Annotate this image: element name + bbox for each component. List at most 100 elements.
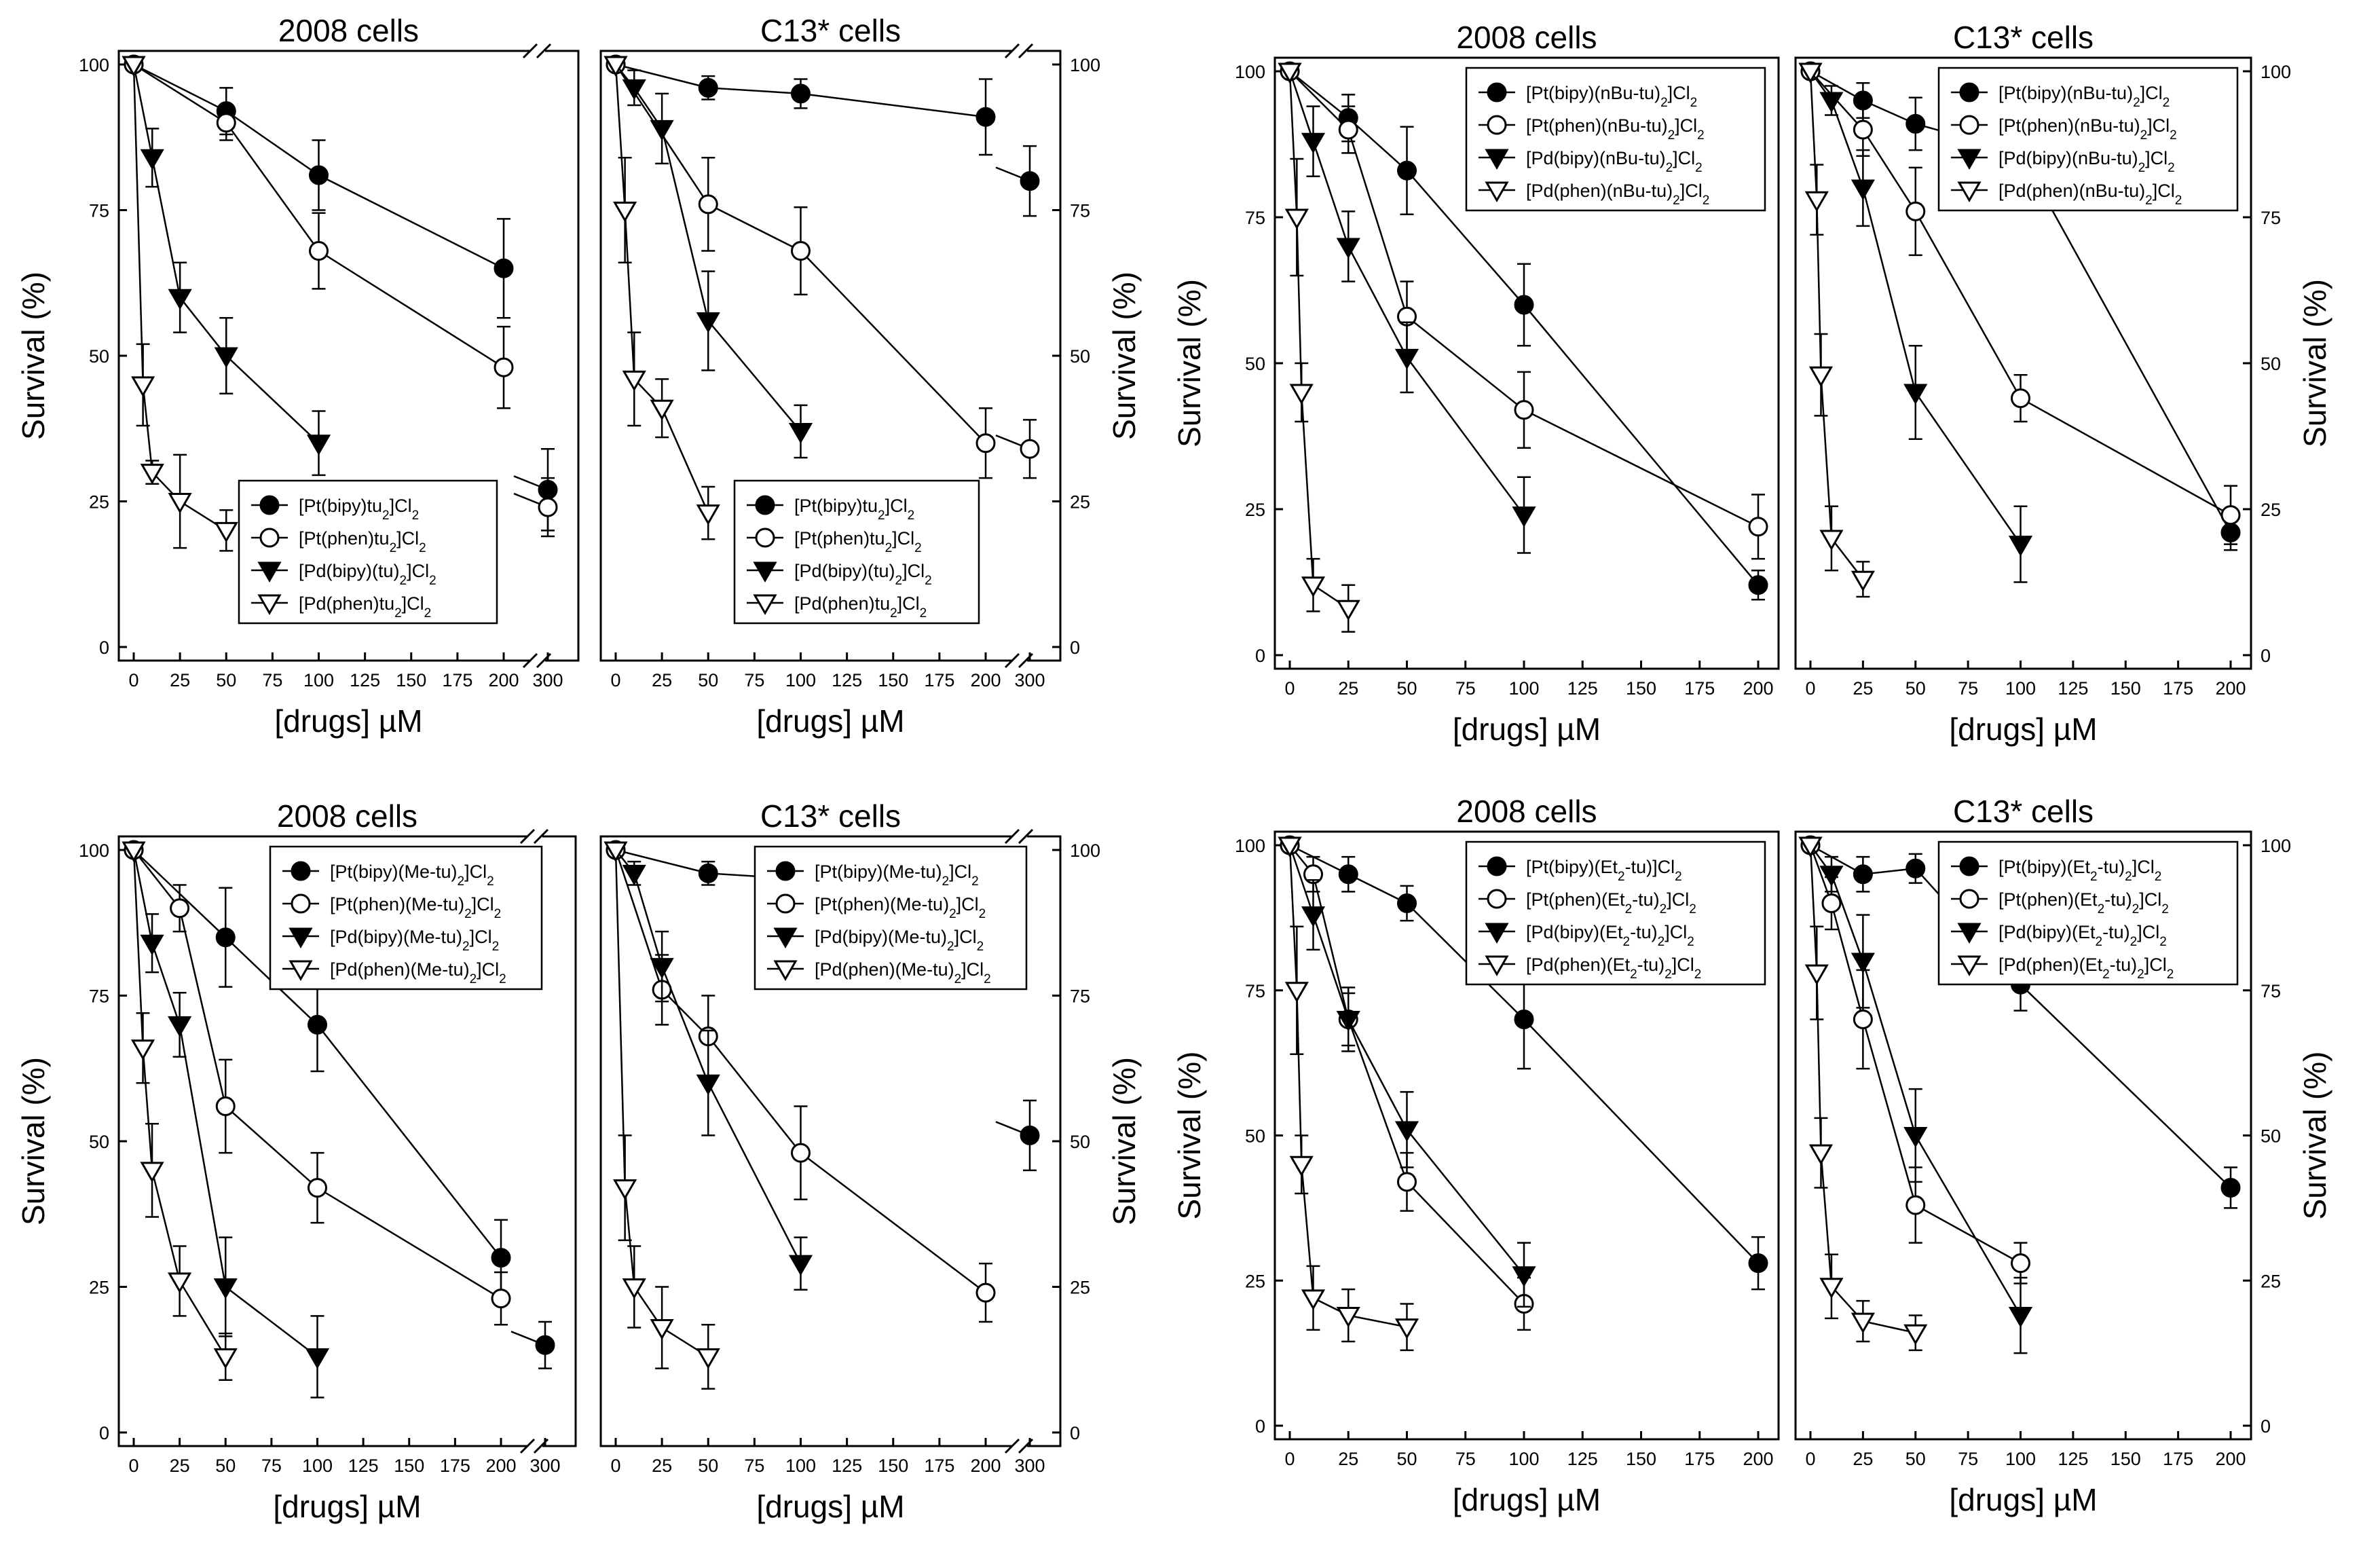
legend-subscript: 2 <box>400 574 407 588</box>
legend-subscript: 2 <box>1618 870 1625 884</box>
legend: [Pt(bipy)(nBu-tu)2]Cl2[Pt(phen)(nBu-tu)2… <box>1465 67 1766 212</box>
data-point <box>1905 113 1926 134</box>
legend-subscript: 2 <box>1630 967 1637 982</box>
axis-break-gap <box>527 834 542 839</box>
panel-title: 2008 cells <box>1456 794 1597 829</box>
data-point <box>1301 906 1326 927</box>
legend-text: [Pt(phen)(Et <box>1526 889 1625 910</box>
legend-marker <box>1959 889 1979 909</box>
legend-text: ]Cl <box>1672 955 1694 975</box>
data-point <box>1338 119 1358 140</box>
legend-marker <box>1957 923 1982 944</box>
y-tick-label: 100 <box>1235 62 1265 82</box>
axis-break-mark <box>1018 828 1034 845</box>
data-point <box>622 79 646 100</box>
data-point <box>140 149 164 170</box>
legend-text: [Pd(phen)tu <box>794 593 890 614</box>
legend-box <box>1465 840 1766 986</box>
axis-break-gap <box>527 1443 542 1449</box>
x-tick-label: 25 <box>1338 678 1358 699</box>
x-tick-label: 125 <box>348 1456 379 1476</box>
legend-text: [Pd(bipy)(tu) <box>794 561 895 581</box>
data-point <box>1821 893 1842 913</box>
data-point <box>306 434 331 456</box>
data-point <box>1336 599 1360 621</box>
panel-right: C13* cells 0 25 50 75 100 125 150 175 200 300 0 25 50… <box>599 798 1142 1524</box>
y-tick-label: 0 <box>99 637 109 658</box>
legend: [Pt(bipy)(Me-tu)2]Cl2[Pt(phen)(Me-tu)2]C… <box>754 845 1028 991</box>
panel-left: 2008 cells 0 25 50 75 100 125 150 175 200 0 25 50 75 1… <box>1172 794 1780 1517</box>
legend-text: ]Cl <box>470 927 492 947</box>
data-point <box>696 1348 720 1369</box>
x-tick-label: 200 <box>485 1456 516 1476</box>
legend-marker <box>289 927 313 949</box>
legend-subscript: 2 <box>942 874 950 889</box>
legend-marker <box>1485 955 1509 977</box>
legend-subscript: 2 <box>487 874 494 889</box>
panel-title: C13* cells <box>1953 794 2094 829</box>
legend-marker <box>775 893 796 914</box>
data-point <box>2008 536 2033 557</box>
legend-text: ]Cl <box>2132 857 2155 877</box>
legend-text: [Pd(phen)(Me-tu) <box>815 959 954 980</box>
data-point <box>603 56 628 77</box>
y-tick-label: 0 <box>2261 646 2271 666</box>
legend-marker <box>257 561 282 583</box>
legend-subscript: 2 <box>977 940 984 954</box>
panel-title: C13* cells <box>760 798 901 834</box>
x-tick-label: 100 <box>785 670 816 690</box>
axis-break-mark <box>1004 828 1020 845</box>
legend-subscript: 2 <box>920 606 927 621</box>
data-point <box>213 1278 238 1299</box>
legend-subscript: 2 <box>2098 902 2105 917</box>
data-point <box>1851 179 1875 201</box>
legend-label: [Pt(phen)(nBu-tu)2]Cl2 <box>1998 115 2177 143</box>
y-tick-label: 75 <box>2261 981 2281 1001</box>
legend-text: ]Cl <box>472 894 494 914</box>
y-axis-label: Survival (%) <box>1172 279 1207 447</box>
series-circle-filled <box>124 54 558 532</box>
data-point <box>213 1348 238 1369</box>
x-tick-label: 0 <box>128 1456 138 1476</box>
legend-text: ]Cl <box>1673 148 1695 168</box>
legend-subscript: 2 <box>1703 193 1710 208</box>
legend-label: [Pd(phen)tu2]Cl2 <box>794 593 927 621</box>
legend-subscript: 2 <box>925 574 932 588</box>
legend-subscript: 2 <box>1694 967 1702 982</box>
legend-label: [Pt(bipy)(Me-tu)2]Cl2 <box>330 862 494 889</box>
legend-subscript: 2 <box>1689 902 1696 917</box>
panel-title: C13* cells <box>1953 20 2094 55</box>
data-point <box>975 1282 996 1303</box>
legend-text: ]Cl <box>390 496 412 516</box>
data-point <box>1397 160 1417 181</box>
data-point <box>698 77 718 98</box>
legend-label: [Pt(bipy)(Me-tu)2]Cl2 <box>815 862 979 889</box>
axis-break-mark <box>1004 1438 1020 1454</box>
x-tick-label: 150 <box>1626 678 1656 699</box>
y-tick-label: 25 <box>1245 500 1265 520</box>
legend-subscript: 2 <box>394 606 402 621</box>
series-line <box>133 63 504 270</box>
x-tick-label: 125 <box>1567 678 1598 699</box>
legend-label: [Pd(bipy)(nBu-tu)2]Cl2 <box>1998 148 2175 175</box>
data-point <box>214 347 238 369</box>
legend-subscript: 2 <box>885 541 893 555</box>
x-tick-label: 25 <box>1338 1449 1358 1469</box>
legend-marker <box>259 495 280 515</box>
y-tick-label: 50 <box>2261 354 2281 374</box>
data-point <box>696 1074 720 1096</box>
legend-label: [Pt(phen)(nBu-tu)2]Cl2 <box>1526 115 1705 143</box>
x-tick-label: 150 <box>878 1456 908 1476</box>
legend-text: [Pd(bipy)(nBu-tu) <box>1998 148 2138 168</box>
data-point <box>622 1278 646 1299</box>
legend-subscript: 2 <box>1660 902 1667 917</box>
x-tick-label: 175 <box>442 670 472 690</box>
data-point <box>1289 384 1314 405</box>
legend-subscript: 2 <box>954 972 962 986</box>
x-tick-label: 25 <box>170 1456 190 1476</box>
y-tick-label: 75 <box>1070 986 1090 1007</box>
legend-text: ]Cl <box>954 927 977 947</box>
legend-text: [Pt(bipy)(Et <box>1998 857 2091 877</box>
series-triangle-open <box>122 56 238 552</box>
